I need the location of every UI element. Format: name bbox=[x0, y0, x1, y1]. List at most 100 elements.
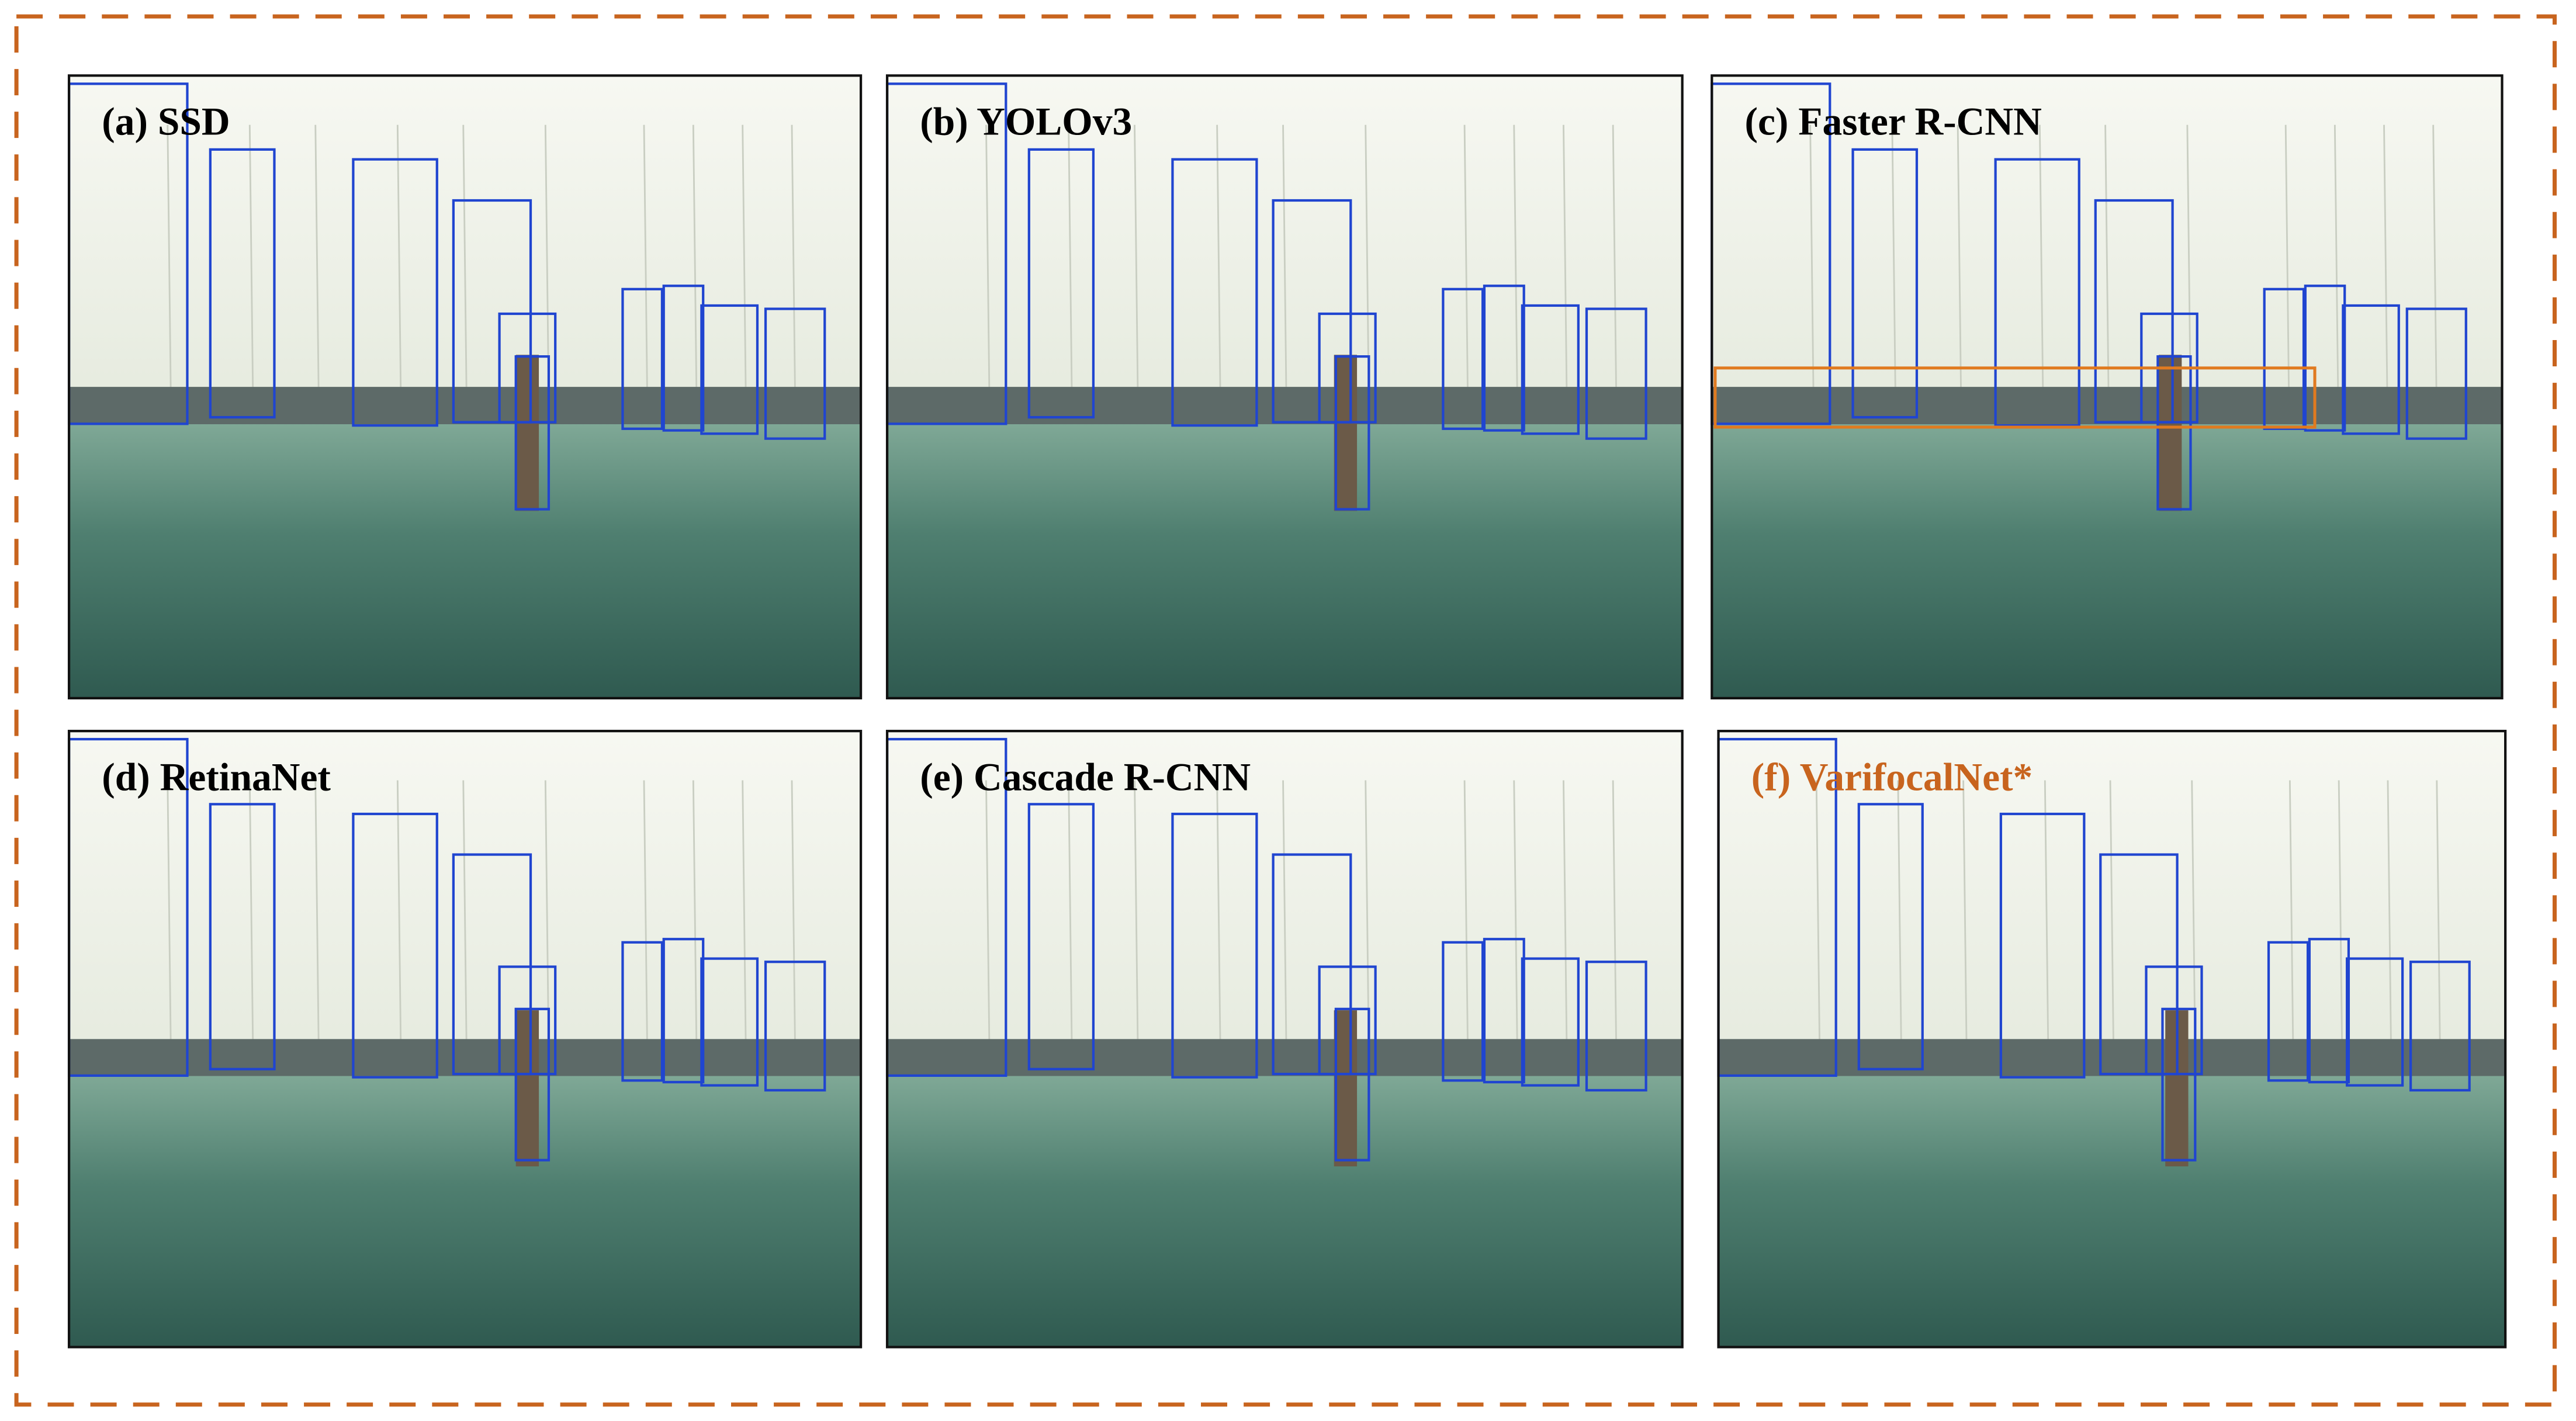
mast bbox=[2191, 780, 2196, 1052]
detection-box bbox=[700, 304, 759, 435]
mast bbox=[2109, 780, 2115, 1052]
detection-box bbox=[2346, 957, 2404, 1087]
detection-box bbox=[1521, 957, 1580, 1087]
detection-box bbox=[2263, 287, 2305, 430]
mast bbox=[1891, 124, 1896, 400]
mast bbox=[1815, 780, 1821, 1052]
detection-box bbox=[2156, 355, 2192, 511]
panel: (d) RetinaNet bbox=[67, 730, 863, 1349]
mast bbox=[167, 780, 172, 1052]
panel-border bbox=[67, 74, 863, 700]
mast bbox=[1957, 124, 1962, 400]
mast bbox=[2338, 780, 2343, 1052]
detection-box bbox=[1999, 812, 2086, 1079]
detection-box bbox=[1442, 941, 1484, 1082]
panel-caption: (d) RetinaNet bbox=[102, 755, 331, 799]
detection-box bbox=[1334, 355, 1370, 511]
detection-box bbox=[2308, 938, 2350, 1084]
panel-caption: (f) VarifocalNet* bbox=[1751, 755, 2033, 799]
mast bbox=[1563, 780, 1568, 1052]
mast bbox=[314, 124, 320, 400]
detection-box bbox=[1027, 803, 1095, 1070]
detection-box bbox=[209, 148, 276, 419]
detection-box bbox=[1585, 961, 1647, 1092]
detection-box bbox=[514, 355, 550, 511]
mast bbox=[985, 124, 991, 400]
detection-box bbox=[2267, 941, 2310, 1082]
detection-box bbox=[1334, 1007, 1370, 1162]
water bbox=[887, 1076, 1682, 1347]
mast bbox=[1897, 780, 1902, 1052]
mast bbox=[2104, 124, 2110, 400]
detection-box bbox=[498, 312, 557, 424]
mast bbox=[462, 124, 468, 400]
mast bbox=[167, 124, 172, 400]
detection-box bbox=[621, 287, 664, 430]
mast bbox=[2044, 780, 2049, 1052]
mast bbox=[1365, 780, 1370, 1052]
mast bbox=[2186, 124, 2191, 400]
water bbox=[69, 424, 861, 698]
panel-caption: (b) YOLOv3 bbox=[920, 100, 1132, 144]
detection-box bbox=[2405, 307, 2467, 440]
mast bbox=[396, 124, 402, 400]
panel-caption: (e) Cascade R-CNN bbox=[920, 755, 1251, 799]
mast bbox=[1612, 780, 1618, 1052]
mast bbox=[462, 780, 468, 1052]
mast bbox=[985, 780, 991, 1052]
mast bbox=[1513, 124, 1518, 400]
mast bbox=[1809, 124, 1815, 400]
mast bbox=[1612, 124, 1618, 400]
mast bbox=[1282, 124, 1287, 400]
mast bbox=[643, 124, 649, 400]
mast bbox=[248, 124, 254, 400]
mast bbox=[2432, 124, 2437, 400]
panel-caption: (a) SSD bbox=[102, 100, 230, 144]
mast bbox=[1216, 124, 1221, 400]
panel: (c) Faster R-CNN bbox=[1711, 74, 2504, 700]
mast bbox=[2436, 780, 2441, 1052]
detection-box bbox=[514, 1007, 550, 1162]
mast bbox=[1068, 780, 1073, 1052]
panel: (b) YOLOv3 bbox=[885, 74, 1684, 700]
panel: (a) SSD bbox=[67, 74, 863, 700]
detection-box bbox=[2094, 199, 2174, 424]
mast bbox=[1134, 124, 1139, 400]
panel-border bbox=[67, 730, 863, 1349]
mast bbox=[2333, 124, 2339, 400]
pole bbox=[515, 1010, 539, 1167]
mast bbox=[1513, 780, 1518, 1052]
panel-border bbox=[1711, 74, 2504, 700]
detection-box bbox=[1272, 199, 1352, 424]
detection-box bbox=[1442, 287, 1484, 430]
detection-box bbox=[352, 158, 438, 427]
detection-box bbox=[1171, 812, 1258, 1079]
panel: (e) Cascade R-CNN bbox=[885, 730, 1684, 1349]
false-detection-box bbox=[1713, 366, 2317, 429]
detection-box bbox=[764, 307, 826, 440]
detection-box bbox=[1994, 158, 2080, 427]
detection-box bbox=[498, 965, 557, 1076]
mast bbox=[1563, 124, 1568, 400]
mast bbox=[1962, 780, 1968, 1052]
detection-box bbox=[1027, 148, 1095, 419]
mast bbox=[248, 780, 254, 1052]
water bbox=[887, 424, 1682, 698]
mast bbox=[791, 780, 797, 1052]
detection-box bbox=[1272, 853, 1352, 1076]
detection-box bbox=[1483, 285, 1525, 432]
mast bbox=[2383, 124, 2388, 400]
mast bbox=[314, 780, 320, 1052]
detection-box bbox=[209, 803, 276, 1070]
mast bbox=[692, 124, 698, 400]
mast bbox=[1463, 124, 1469, 400]
detection-box bbox=[1857, 803, 1924, 1070]
mast bbox=[742, 124, 747, 400]
pole bbox=[1334, 1010, 1358, 1167]
detection-box bbox=[662, 938, 705, 1084]
mast bbox=[1216, 780, 1221, 1052]
detection-box bbox=[452, 199, 532, 424]
detection-box bbox=[764, 961, 826, 1092]
panel-border bbox=[885, 74, 1684, 700]
